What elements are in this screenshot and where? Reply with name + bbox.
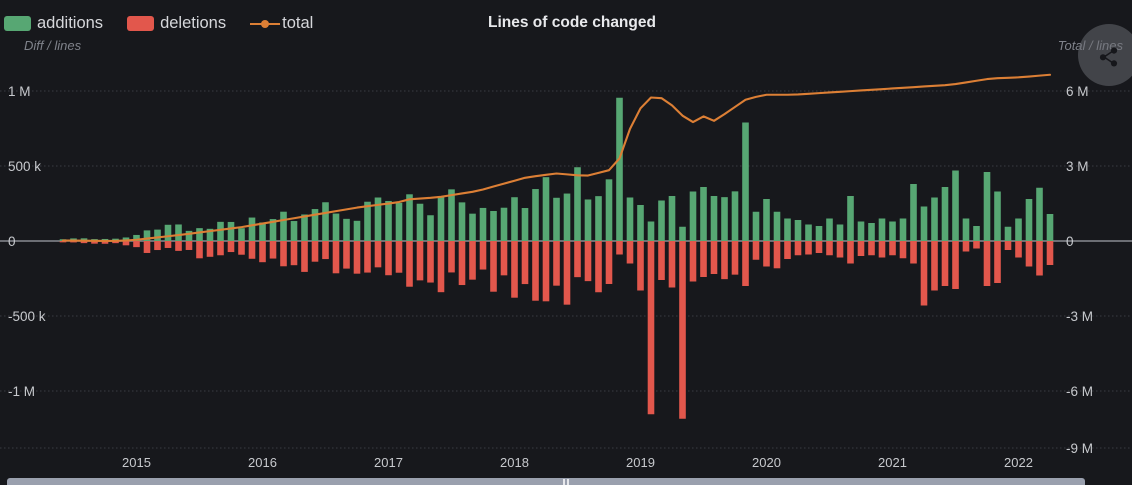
svg-text:-9 M: -9 M <box>1066 441 1093 453</box>
svg-text:-6 M: -6 M <box>1066 384 1093 399</box>
svg-text:0: 0 <box>1066 234 1074 249</box>
svg-text:0: 0 <box>8 234 16 249</box>
svg-text:6 M: 6 M <box>1066 84 1089 99</box>
svg-text:-500 k: -500 k <box>8 309 46 324</box>
svg-text:-3 M: -3 M <box>1066 309 1093 324</box>
svg-text:3 M: 3 M <box>1066 159 1089 174</box>
svg-text:1 M: 1 M <box>8 84 31 99</box>
svg-text:500 k: 500 k <box>8 159 41 174</box>
svg-text:-1 M: -1 M <box>8 384 35 399</box>
